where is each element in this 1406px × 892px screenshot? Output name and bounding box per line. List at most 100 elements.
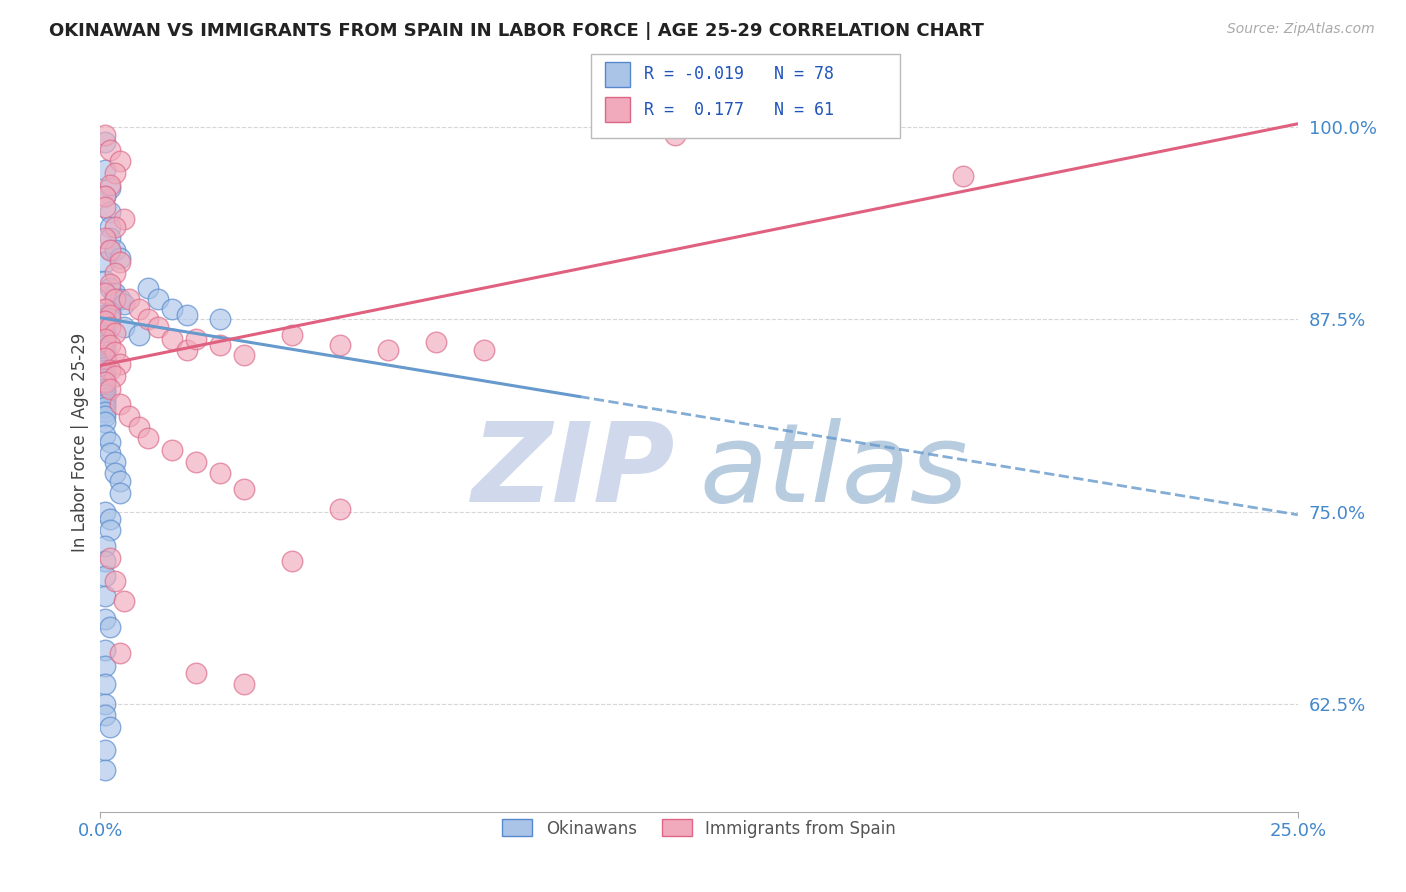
Point bbox=[176, 343, 198, 357]
Point bbox=[160, 301, 183, 316]
Point bbox=[118, 293, 141, 307]
Point bbox=[94, 332, 117, 346]
Point bbox=[94, 697, 117, 711]
Point bbox=[98, 219, 121, 234]
Point bbox=[209, 467, 232, 481]
Point bbox=[94, 363, 117, 377]
Point bbox=[94, 342, 117, 356]
Point bbox=[112, 212, 135, 227]
Point bbox=[209, 312, 232, 326]
Point bbox=[94, 416, 117, 430]
Point bbox=[94, 335, 117, 350]
Point bbox=[104, 243, 127, 257]
Point bbox=[98, 620, 121, 634]
Point bbox=[128, 420, 150, 434]
Point bbox=[94, 189, 117, 203]
Point bbox=[104, 344, 127, 359]
Point bbox=[146, 293, 169, 307]
Point bbox=[146, 320, 169, 334]
Point bbox=[94, 391, 117, 405]
Point bbox=[94, 376, 117, 390]
Point bbox=[98, 243, 121, 257]
Point bbox=[186, 332, 208, 346]
Point bbox=[108, 357, 131, 371]
Text: atlas: atlas bbox=[699, 418, 967, 525]
Point bbox=[108, 251, 131, 265]
Point bbox=[94, 384, 117, 399]
Point bbox=[98, 304, 121, 318]
Point bbox=[98, 550, 121, 565]
Point bbox=[94, 351, 117, 365]
Point bbox=[94, 612, 117, 626]
Point bbox=[233, 677, 256, 691]
Point bbox=[98, 720, 121, 734]
Point bbox=[136, 312, 159, 326]
Y-axis label: In Labor Force | Age 25-29: In Labor Force | Age 25-29 bbox=[72, 333, 89, 552]
Point bbox=[112, 297, 135, 311]
Point bbox=[233, 482, 256, 496]
Point bbox=[94, 286, 117, 301]
Point bbox=[98, 382, 121, 396]
Point bbox=[98, 230, 121, 244]
Point bbox=[98, 281, 121, 295]
Point bbox=[94, 255, 117, 269]
Point bbox=[104, 467, 127, 481]
Point bbox=[108, 486, 131, 500]
Point bbox=[94, 332, 117, 346]
Point bbox=[94, 314, 117, 328]
Point bbox=[98, 363, 121, 377]
Point bbox=[377, 343, 399, 357]
Point bbox=[94, 317, 117, 331]
Point bbox=[94, 320, 117, 334]
Point bbox=[94, 569, 117, 583]
Point bbox=[104, 369, 127, 384]
Point bbox=[329, 338, 352, 352]
Point bbox=[94, 400, 117, 414]
Point bbox=[94, 382, 117, 396]
Point bbox=[94, 643, 117, 657]
Point bbox=[94, 128, 117, 142]
Point bbox=[104, 286, 127, 301]
Point bbox=[104, 574, 127, 588]
Point bbox=[281, 554, 304, 568]
Point bbox=[94, 354, 117, 368]
Point bbox=[94, 378, 117, 392]
Point bbox=[104, 219, 127, 234]
Point bbox=[94, 357, 117, 371]
Point bbox=[104, 326, 127, 340]
Point bbox=[94, 707, 117, 722]
Point bbox=[94, 301, 117, 316]
Point bbox=[329, 501, 352, 516]
Point bbox=[94, 308, 117, 322]
Point bbox=[94, 351, 117, 365]
Point bbox=[118, 409, 141, 424]
Point bbox=[128, 301, 150, 316]
Point bbox=[425, 335, 447, 350]
Point bbox=[952, 169, 974, 183]
Point bbox=[108, 293, 131, 307]
Point bbox=[233, 348, 256, 362]
Point bbox=[94, 658, 117, 673]
Point bbox=[94, 743, 117, 757]
Point bbox=[104, 293, 127, 307]
Point bbox=[94, 274, 117, 288]
Point bbox=[94, 200, 117, 214]
Point bbox=[108, 474, 131, 488]
Point bbox=[94, 301, 117, 316]
Point bbox=[108, 646, 131, 660]
Point bbox=[94, 539, 117, 553]
Point bbox=[94, 163, 117, 178]
Point bbox=[94, 554, 117, 568]
Point bbox=[94, 505, 117, 519]
Point bbox=[98, 312, 121, 326]
Point bbox=[186, 455, 208, 469]
Point bbox=[94, 369, 117, 384]
Point bbox=[160, 443, 183, 458]
Point bbox=[128, 327, 150, 342]
Point bbox=[98, 277, 121, 291]
Point bbox=[209, 338, 232, 352]
Point bbox=[94, 323, 117, 337]
Point bbox=[472, 343, 495, 357]
Point bbox=[104, 293, 127, 307]
Text: R =  0.177   N = 61: R = 0.177 N = 61 bbox=[644, 101, 834, 119]
